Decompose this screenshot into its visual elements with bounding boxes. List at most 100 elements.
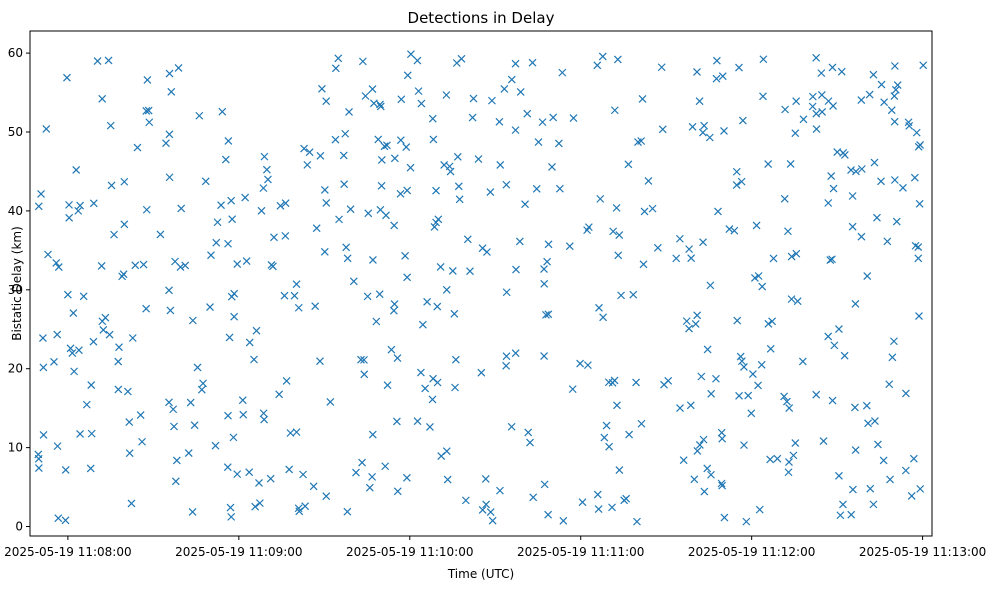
detection-point: [693, 311, 702, 320]
detection-point: [42, 125, 51, 133]
detection-point: [792, 249, 801, 258]
detection-point: [812, 109, 821, 118]
detection-point: [343, 507, 352, 516]
detection-point: [390, 300, 399, 308]
detection-point: [418, 320, 427, 329]
detection-point: [532, 184, 541, 193]
detection-point: [780, 392, 789, 401]
detection-point: [916, 141, 925, 149]
detection-point: [380, 142, 389, 151]
detection-point: [369, 99, 378, 108]
detection-point: [890, 62, 899, 70]
detection-point: [502, 361, 511, 370]
detection-point: [540, 279, 549, 288]
detection-point: [331, 135, 340, 144]
detection-point: [848, 222, 857, 231]
detection-point: [540, 480, 549, 489]
detection-point: [486, 508, 495, 517]
detection-point: [123, 387, 132, 396]
detection-point: [259, 409, 268, 418]
detection-point: [700, 121, 709, 130]
detection-point: [698, 128, 707, 137]
detection-point: [98, 94, 107, 103]
detection-point: [106, 121, 115, 130]
detection-point: [292, 428, 301, 437]
detection-point: [693, 447, 702, 455]
detection-point: [785, 458, 793, 467]
detection-point: [916, 484, 925, 493]
detection-point: [413, 56, 422, 65]
detection-point: [542, 310, 550, 319]
detection-point: [559, 516, 568, 525]
detection-point: [69, 309, 78, 317]
detection-point: [225, 333, 234, 342]
detection-point: [396, 189, 405, 198]
detection-point: [360, 355, 368, 364]
detection-point: [712, 374, 720, 383]
detection-point: [615, 231, 624, 240]
detection-point: [839, 148, 848, 157]
detection-point: [68, 349, 77, 357]
detection-point: [162, 139, 170, 148]
detection-point: [156, 230, 165, 239]
detection-point: [107, 181, 116, 190]
x-axis: 2025-05-19 11:08:00 2025-05-19 11:09:00 20…: [4, 536, 986, 559]
detection-point: [824, 97, 833, 106]
detection-point: [343, 254, 352, 263]
detection-point: [450, 309, 459, 318]
detection-point: [377, 156, 386, 164]
x-tick-label: 2025-05-19 11:08:00: [4, 545, 131, 559]
detection-point: [276, 201, 285, 210]
detection-point: [285, 465, 294, 474]
detection-point: [569, 114, 578, 122]
detection-point: [914, 254, 923, 263]
detection-point: [827, 172, 836, 180]
detection-point: [593, 490, 602, 499]
detection-point: [707, 389, 716, 398]
detection-point: [426, 423, 434, 431]
detection-point: [174, 64, 183, 72]
detection-point: [725, 225, 734, 233]
detection-point: [892, 217, 901, 226]
detection-point: [911, 241, 920, 250]
detection-point: [436, 262, 445, 271]
detection-point: [576, 359, 585, 368]
detection-point: [828, 396, 837, 405]
detection-point: [829, 184, 838, 193]
detection-point: [824, 199, 833, 207]
detection-point: [428, 395, 437, 404]
detection-point: [686, 401, 695, 410]
detection-point: [640, 207, 649, 216]
detection-point: [880, 98, 889, 107]
detection-point: [615, 466, 624, 475]
detection-point: [507, 422, 516, 431]
x-tick-label: 2025-05-19 11:11:00: [517, 545, 644, 559]
detection-point: [717, 428, 726, 437]
detection-point: [76, 201, 85, 210]
detection-point: [893, 81, 902, 90]
detection-point: [707, 470, 715, 479]
detection-point: [799, 115, 808, 124]
detection-point: [544, 310, 553, 319]
detection-point: [322, 97, 331, 106]
detection-point: [414, 87, 423, 96]
detection-point: [500, 84, 509, 93]
detection-point: [114, 385, 123, 394]
detection-point: [851, 403, 859, 412]
detection-point: [238, 396, 247, 405]
detection-point: [455, 195, 464, 204]
detection-point: [224, 411, 232, 420]
detection-point: [887, 106, 896, 115]
detection-point: [780, 194, 789, 203]
detection-point: [507, 75, 516, 84]
detection-point: [430, 223, 439, 231]
detection-point: [233, 470, 242, 479]
detection-point: [114, 357, 123, 366]
detection-point: [87, 381, 96, 389]
detection-point: [381, 462, 390, 471]
detection-point: [294, 504, 303, 513]
detection-point: [808, 102, 817, 111]
detection-point: [331, 64, 340, 73]
detection-point: [295, 507, 304, 516]
detection-point: [75, 346, 83, 355]
